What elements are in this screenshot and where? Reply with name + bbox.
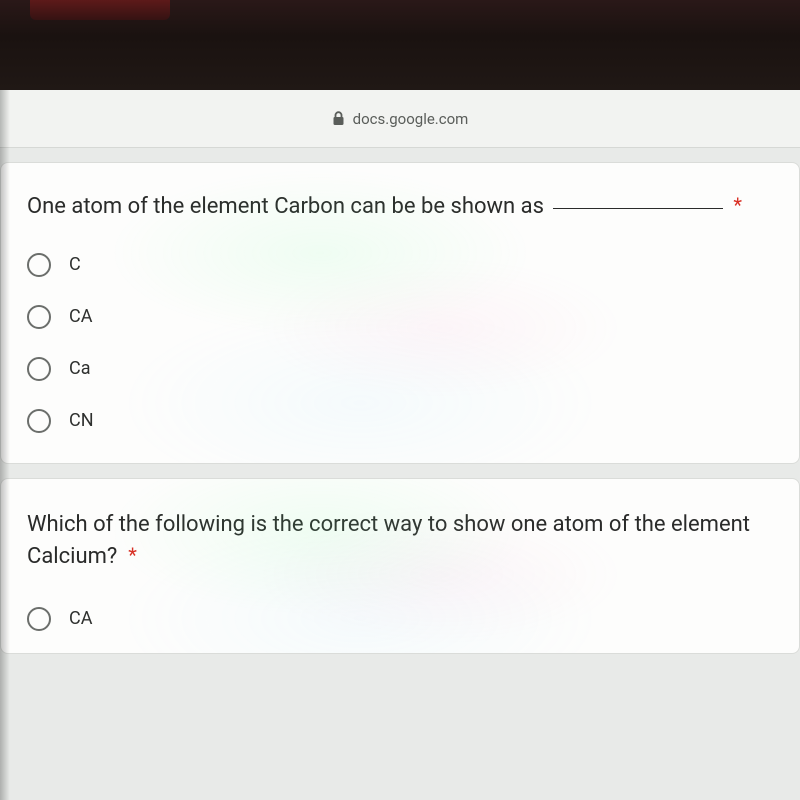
required-star-icon: * <box>733 193 742 217</box>
question-card: Which of the following is the correct wa… <box>0 478 800 654</box>
options-group: CA <box>27 607 773 631</box>
radio-icon <box>27 253 51 277</box>
browser-address-bar: docs.google.com <box>0 90 800 148</box>
device-bezel <box>0 0 800 90</box>
radio-option[interactable]: Ca <box>27 357 773 381</box>
radio-option[interactable]: CN <box>27 409 773 433</box>
radio-icon <box>27 409 51 433</box>
option-label: Ca <box>69 358 91 379</box>
address-bar-content[interactable]: docs.google.com <box>332 110 469 128</box>
question-prompt: One atom of the element Carbon can be be… <box>27 191 773 223</box>
option-label: CA <box>69 306 92 327</box>
option-label: CA <box>69 608 92 629</box>
option-label: C <box>69 254 81 275</box>
question-prompt-text: One atom of the element Carbon can be be… <box>27 194 549 219</box>
required-star-icon: * <box>123 543 137 567</box>
question-prompt: Which of the following is the correct wa… <box>27 509 773 573</box>
lock-icon <box>332 111 345 126</box>
radio-option[interactable]: C <box>27 253 773 277</box>
question-card: One atom of the element Carbon can be be… <box>0 162 800 464</box>
form-body: One atom of the element Carbon can be be… <box>0 148 800 682</box>
radio-icon <box>27 305 51 329</box>
radio-icon <box>27 607 51 631</box>
url-host-text: docs.google.com <box>353 110 469 128</box>
options-group: C CA Ca CN <box>27 253 773 433</box>
radio-option[interactable]: CA <box>27 305 773 329</box>
radio-icon <box>27 357 51 381</box>
radio-option[interactable]: CA <box>27 607 773 631</box>
option-label: CN <box>69 410 94 431</box>
fill-blank-line <box>553 208 723 209</box>
